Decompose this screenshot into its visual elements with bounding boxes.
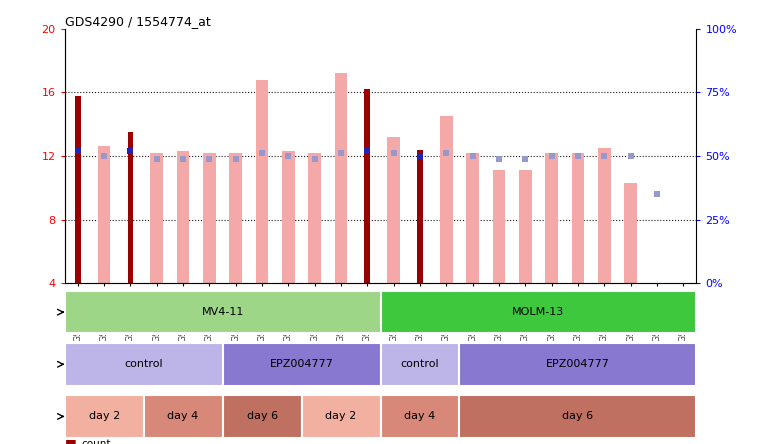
Bar	[144, 395, 223, 438]
Bar	[460, 395, 696, 438]
Text: day 4: day 4	[167, 412, 199, 421]
Bar	[545, 153, 558, 283]
Bar	[380, 395, 460, 438]
Bar	[598, 148, 610, 283]
Text: ■: ■	[65, 437, 76, 444]
Bar	[128, 132, 133, 283]
Bar	[256, 80, 269, 283]
Text: day 6: day 6	[562, 412, 594, 421]
Bar	[519, 170, 532, 283]
Text: MV4-11: MV4-11	[202, 307, 244, 317]
Bar	[308, 153, 321, 283]
Bar	[380, 343, 460, 385]
Bar	[365, 89, 371, 283]
Bar	[203, 153, 216, 283]
Text: day 2: day 2	[326, 412, 357, 421]
Bar	[492, 170, 505, 283]
Bar	[380, 291, 696, 333]
Text: day 2: day 2	[88, 412, 119, 421]
Text: EPZ004777: EPZ004777	[269, 359, 333, 369]
Text: count: count	[81, 439, 111, 444]
Bar	[65, 395, 144, 438]
Text: day 6: day 6	[247, 412, 278, 421]
Bar	[301, 395, 380, 438]
Bar	[460, 343, 696, 385]
Bar	[65, 343, 223, 385]
Text: day 4: day 4	[404, 412, 435, 421]
Bar	[440, 116, 453, 283]
Bar	[466, 153, 479, 283]
Text: EPZ004777: EPZ004777	[546, 359, 610, 369]
Bar	[98, 147, 110, 283]
Bar	[65, 291, 380, 333]
Text: MOLM-13: MOLM-13	[512, 307, 565, 317]
Text: control: control	[400, 359, 439, 369]
Bar	[417, 150, 423, 283]
Bar	[282, 151, 295, 283]
Bar	[572, 153, 584, 283]
Bar	[335, 73, 347, 283]
Bar	[223, 343, 380, 385]
Bar	[223, 395, 301, 438]
Bar	[151, 153, 163, 283]
Bar	[75, 95, 81, 283]
Bar	[229, 153, 242, 283]
Text: GDS4290 / 1554774_at: GDS4290 / 1554774_at	[65, 15, 211, 28]
Bar	[177, 151, 189, 283]
Text: control: control	[124, 359, 163, 369]
Bar	[387, 137, 400, 283]
Bar	[677, 283, 689, 288]
Bar	[651, 283, 663, 286]
Bar	[624, 183, 637, 283]
